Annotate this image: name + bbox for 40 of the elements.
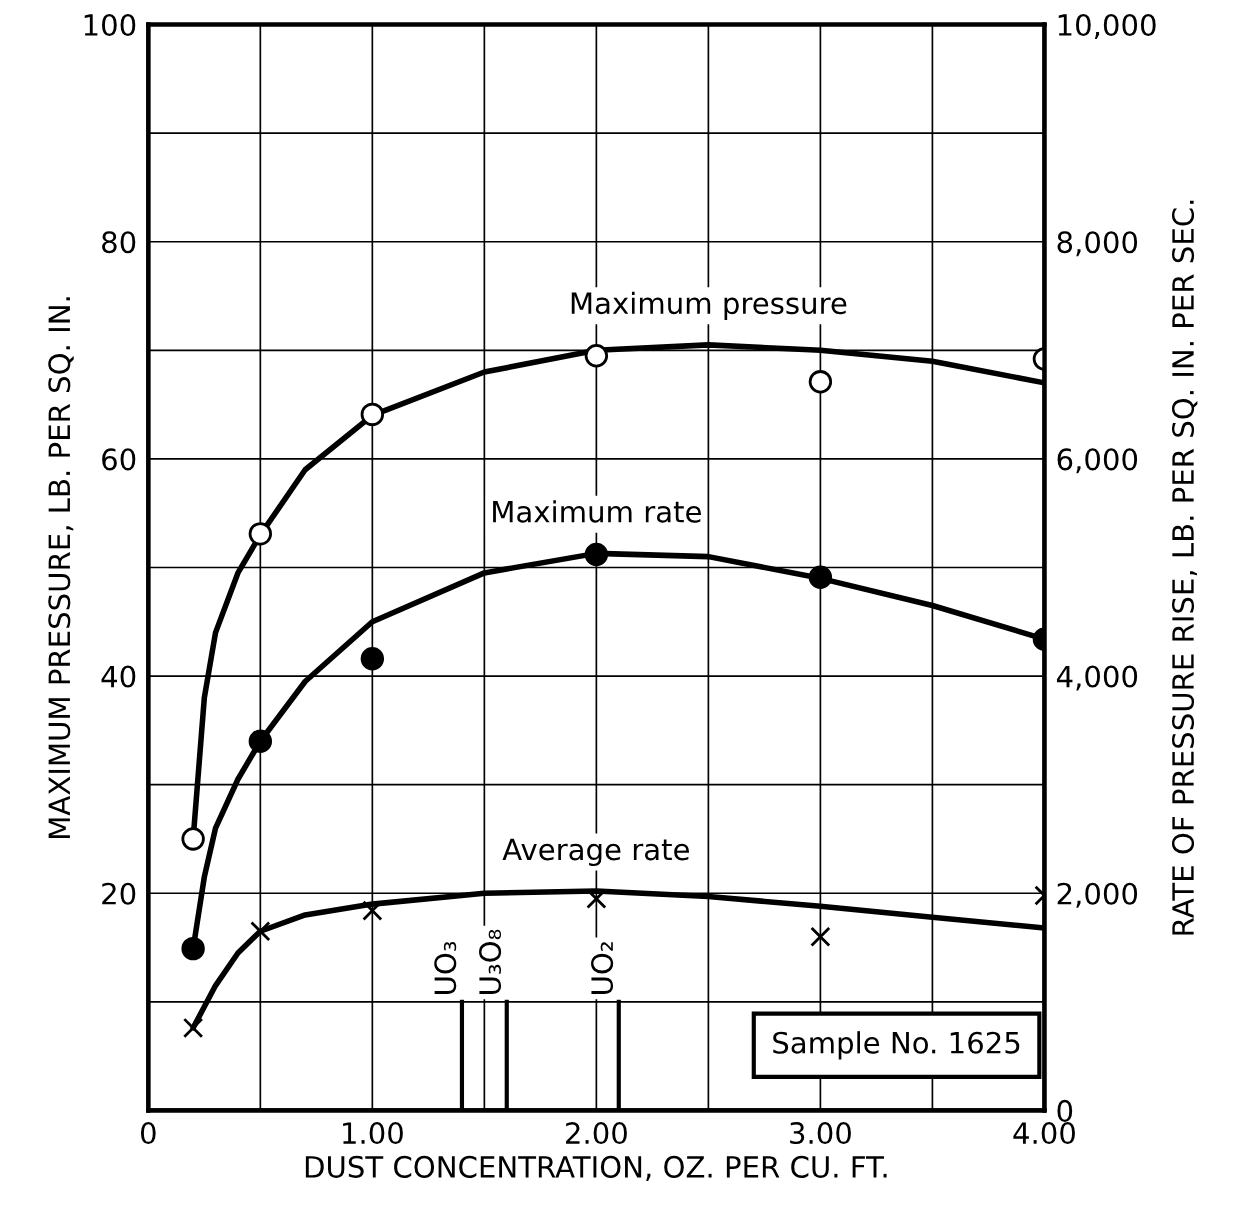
point (248, 729, 273, 753)
point (182, 1017, 204, 1039)
point (360, 402, 385, 427)
y-axis-title: MAXIMUM PRESSURE, LB. PER SQ. IN. (48, 297, 74, 838)
y2-tick-label: 10,000 (1058, 13, 1156, 40)
x-tick-label: 4.00 (1013, 1122, 1075, 1145)
point (362, 900, 383, 921)
y-tick-label: 60 (102, 448, 136, 471)
point (808, 370, 833, 394)
series-label: Average rate (502, 838, 689, 867)
point (808, 565, 833, 589)
x-tick-label: 0 (140, 1122, 156, 1145)
x-tick-label: 3.00 (790, 1122, 851, 1145)
ref-line-label: UO₃ (434, 941, 457, 994)
x-axis-title: DUST CONCENTRATION, OZ. PER CU. FT. (305, 1155, 887, 1181)
ref-line-label: U₃O₈ (479, 929, 502, 994)
point (248, 522, 273, 546)
y-tick-label: 100 (84, 13, 136, 37)
y2-axis-title: RATE OF PRESSURE RISE, LB. PER SQ. IN. PER SEC. (1171, 200, 1198, 935)
point (810, 926, 831, 947)
point (181, 827, 205, 851)
x-tick-label: 2.00 (566, 1122, 627, 1145)
y-tick-label: 40 (101, 665, 136, 688)
series-label: Maximum rate (493, 500, 701, 523)
y-tick-label: 80 (102, 231, 136, 254)
point (584, 542, 609, 567)
y-tick-label: 20 (102, 882, 136, 905)
point (250, 921, 271, 942)
y2-tick-label: 0 (1057, 1099, 1073, 1122)
annotation: Sample No. 1625 (773, 1031, 1020, 1060)
y2-tick-label: 8,000 (1057, 231, 1138, 257)
series-label: Maximum pressure (571, 291, 847, 320)
x-tick-label: 1.00 (343, 1122, 403, 1145)
ref-line-label: UO₂ (591, 942, 614, 994)
point (360, 647, 385, 671)
point (584, 344, 609, 368)
point (181, 936, 205, 961)
y2-tick-label: 2,000 (1057, 882, 1138, 908)
y2-tick-label: 4,000 (1056, 665, 1138, 691)
y2-tick-label: 6,000 (1057, 448, 1138, 474)
